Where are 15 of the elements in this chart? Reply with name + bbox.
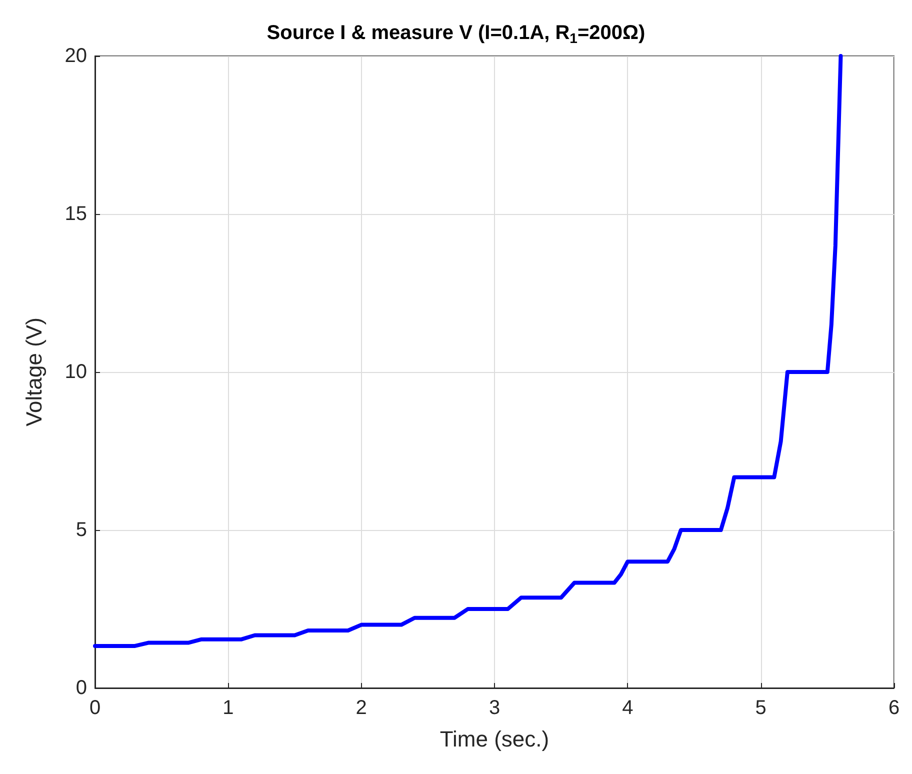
x-axis-title: Time (sec.)	[440, 726, 550, 752]
y-tick-label: 15	[64, 203, 87, 225]
x-tick-label: 2	[356, 697, 367, 719]
x-tick-label: 0	[89, 697, 101, 719]
x-tick-label: 5	[755, 697, 766, 719]
x-tick-label: 3	[488, 697, 500, 719]
y-tick-label: 0	[76, 677, 87, 699]
y-tick-label: 5	[76, 519, 87, 541]
x-tick-label: 4	[622, 697, 634, 719]
y-tick-label: 10	[64, 361, 87, 383]
y-axis-title: Voltage (V)	[22, 318, 46, 426]
x-tick-label: 1	[222, 697, 234, 719]
line-series	[93, 54, 843, 648]
x-tick-label: 6	[888, 697, 900, 719]
y-tick-label: 20	[64, 45, 87, 67]
